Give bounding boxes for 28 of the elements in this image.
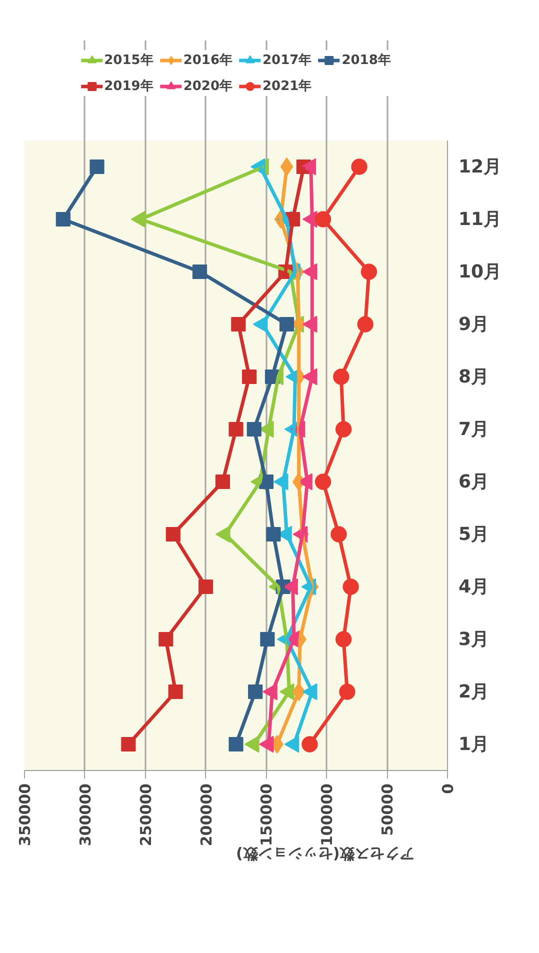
y-tick-label: 10月 — [458, 261, 502, 282]
y-tick-label: 5月 — [458, 524, 490, 545]
x-tick-label: 100000 — [318, 783, 336, 846]
y-tick-label: 7月 — [458, 418, 490, 440]
legend-label: 2018年 — [342, 52, 391, 69]
x-axis-title: アクセス数(セッション数) — [236, 845, 415, 864]
legend-label: 2021年 — [262, 78, 312, 95]
legend-label: 2015年 — [104, 52, 154, 69]
x-tick-label: 150000 — [258, 783, 276, 846]
y-tick-label: 12月 — [458, 156, 502, 178]
y-tick-label: 1月 — [458, 734, 490, 755]
x-tick-label: 250000 — [136, 783, 155, 846]
legend-label: 2017年 — [262, 52, 312, 69]
x-tick-label: 300000 — [76, 783, 94, 846]
y-tick-label: 8月 — [458, 366, 490, 388]
y-tick-label: 11月 — [458, 208, 502, 230]
legend-label: 2020年 — [183, 78, 232, 95]
legend-label: 2019年 — [104, 78, 154, 95]
x-tick-label: 200000 — [197, 783, 216, 846]
x-tick-label: 350000 — [16, 783, 34, 846]
x-tick-label: 50000 — [378, 784, 397, 836]
y-tick-label: 9月 — [458, 314, 490, 335]
y-tick-label: 2月 — [458, 681, 490, 702]
legend-label: 2016年 — [183, 52, 232, 69]
x-tick-label: 0 — [439, 784, 457, 794]
y-tick-label: 6月 — [458, 471, 490, 492]
y-tick-label: 4月 — [458, 576, 490, 598]
y-tick-label: 3月 — [458, 628, 490, 650]
